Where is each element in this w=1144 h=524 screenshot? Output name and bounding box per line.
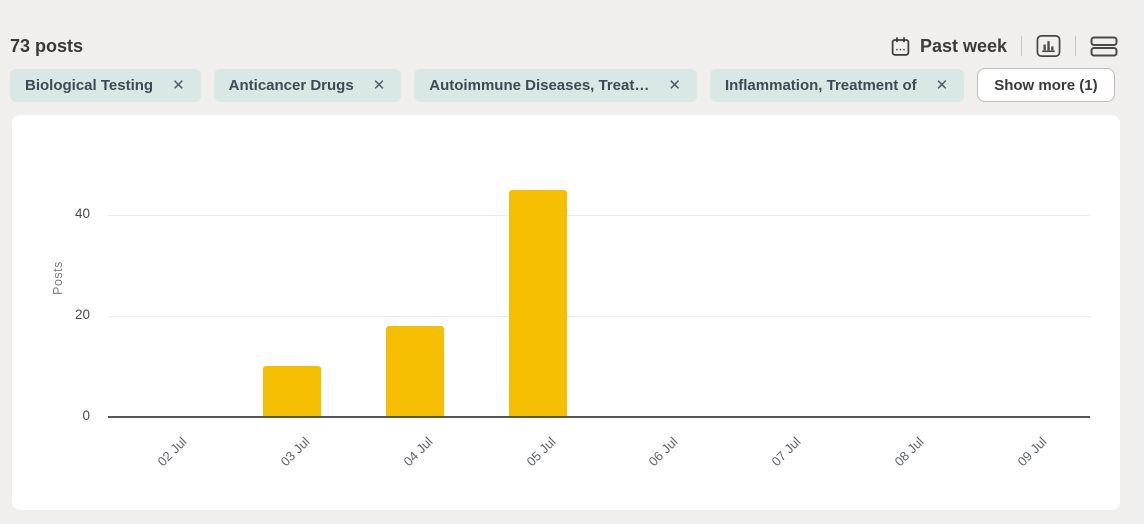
show-more-button[interactable]: Show more (1) [977,68,1114,102]
chart-view-button[interactable] [1036,34,1061,58]
x-axis-tick-label: 08 Jul [845,434,926,515]
chip-label: Inflammation, Treatment of [725,77,917,94]
y-gridline [108,316,1090,317]
x-axis-tick-label: 03 Jul [231,434,312,515]
y-axis-tick-label: 0 [50,408,90,423]
close-icon[interactable]: ✕ [667,78,682,93]
close-icon[interactable]: ✕ [935,78,950,93]
header: 73 posts Past week [10,30,1118,62]
bar[interactable] [386,326,444,417]
posts-bar-chart: 02040Posts02 Jul03 Jul04 Jul05 Jul06 Jul… [12,115,1120,510]
filter-chip-biological-testing[interactable]: Biological Testing ✕ [10,69,201,102]
filter-chips-row: Biological Testing ✕ Anticancer Drugs ✕ … [10,68,1115,102]
x-axis-line [108,416,1090,418]
chip-label: Anticancer Drugs [229,77,354,94]
x-axis-tick-label: 05 Jul [477,434,558,515]
chip-label: Biological Testing [25,77,153,94]
y-axis-title: Posts [51,261,65,295]
x-axis-tick-label: 06 Jul [600,434,681,515]
post-count: 73 posts [10,36,83,57]
calendar-icon [890,36,911,57]
y-gridline [108,215,1090,216]
close-icon[interactable]: ✕ [171,78,186,93]
y-axis-tick-label: 40 [50,206,90,221]
analytics-page: 73 posts Past week [0,0,1144,524]
date-range-label: Past week [920,36,1007,57]
x-axis-tick-label: 04 Jul [354,434,435,515]
x-axis-tick-label: 07 Jul [722,434,803,515]
stacked-rows-icon [1090,34,1118,58]
bar[interactable] [263,366,321,417]
bar[interactable] [509,190,567,417]
filter-chip-autoimmune-diseases[interactable]: Autoimmune Diseases, Treat… ✕ [414,69,697,102]
list-view-button[interactable] [1090,34,1118,58]
bar-chart-icon [1036,34,1061,58]
close-icon[interactable]: ✕ [372,78,387,93]
x-axis-tick-label: 02 Jul [109,434,190,515]
date-range-selector[interactable]: Past week [890,36,1007,57]
divider [1021,36,1022,56]
chip-label: Autoimmune Diseases, Treat… [429,77,649,94]
divider [1075,36,1076,56]
chart-card: 02040Posts02 Jul03 Jul04 Jul05 Jul06 Jul… [12,115,1120,510]
header-controls: Past week [890,34,1118,58]
filter-chip-anticancer-drugs[interactable]: Anticancer Drugs ✕ [214,69,402,102]
filter-chip-inflammation[interactable]: Inflammation, Treatment of ✕ [710,69,964,102]
y-axis-tick-label: 20 [50,307,90,322]
x-axis-tick-label: 09 Jul [968,434,1049,515]
